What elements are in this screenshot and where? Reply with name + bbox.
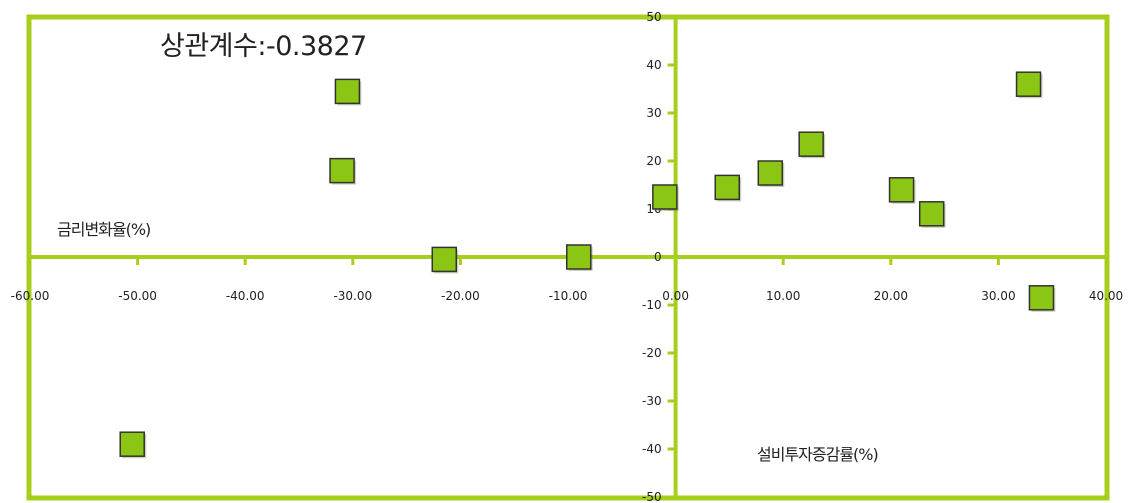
y-tick-label: 30	[646, 106, 661, 120]
data-point	[566, 244, 592, 270]
y-tick-label: -40	[642, 442, 662, 456]
data-point	[757, 160, 784, 186]
y-tick-label: -30	[642, 394, 662, 408]
x-tick-label: 0.00	[662, 289, 689, 303]
x-tick-label: -40.00	[226, 289, 265, 303]
x-tick-label: -10.00	[549, 289, 588, 303]
x-tick-label: 20.00	[874, 289, 908, 303]
data-point	[918, 201, 945, 227]
data-point	[329, 157, 355, 184]
y-tick-label: -10	[642, 298, 662, 312]
x-tick-label: -30.00	[333, 289, 372, 303]
data-point	[1015, 71, 1042, 97]
y-tick-label: 50	[646, 10, 661, 24]
x-tick-label: 40.00	[1089, 289, 1123, 303]
data-point	[1028, 285, 1055, 311]
data-point	[431, 246, 458, 273]
x-tick-label: 10.00	[766, 289, 800, 303]
data-points	[119, 71, 1056, 459]
y-tick-label: -20	[642, 346, 662, 360]
tick-labels: -60.00 -50.00 -40.00 -30.00 -20.00 -10.00 0.00…	[11, 10, 1124, 503]
y-tick-label: 40	[646, 58, 661, 72]
x-tick-label: 30.00	[981, 289, 1015, 303]
data-point	[119, 431, 145, 457]
x-tick-label: -50.00	[118, 289, 157, 303]
data-point	[334, 78, 361, 105]
data-point	[798, 131, 824, 157]
x-tick-label: -60.00	[11, 289, 50, 303]
y-tick-label: 20	[646, 154, 661, 168]
y-tick-label: -50	[642, 490, 662, 503]
y-axis-title: 설비투자증감률(%)	[757, 445, 879, 464]
data-point	[652, 184, 678, 210]
y-tick-label: 0	[654, 250, 662, 264]
correlation-annotation: 상관계수:-0.3827	[160, 31, 367, 62]
data-point	[714, 174, 740, 201]
data-point	[888, 177, 915, 203]
x-tick-label: -20.00	[441, 289, 480, 303]
x-axis-title: 금리변화율(%)	[57, 220, 151, 239]
